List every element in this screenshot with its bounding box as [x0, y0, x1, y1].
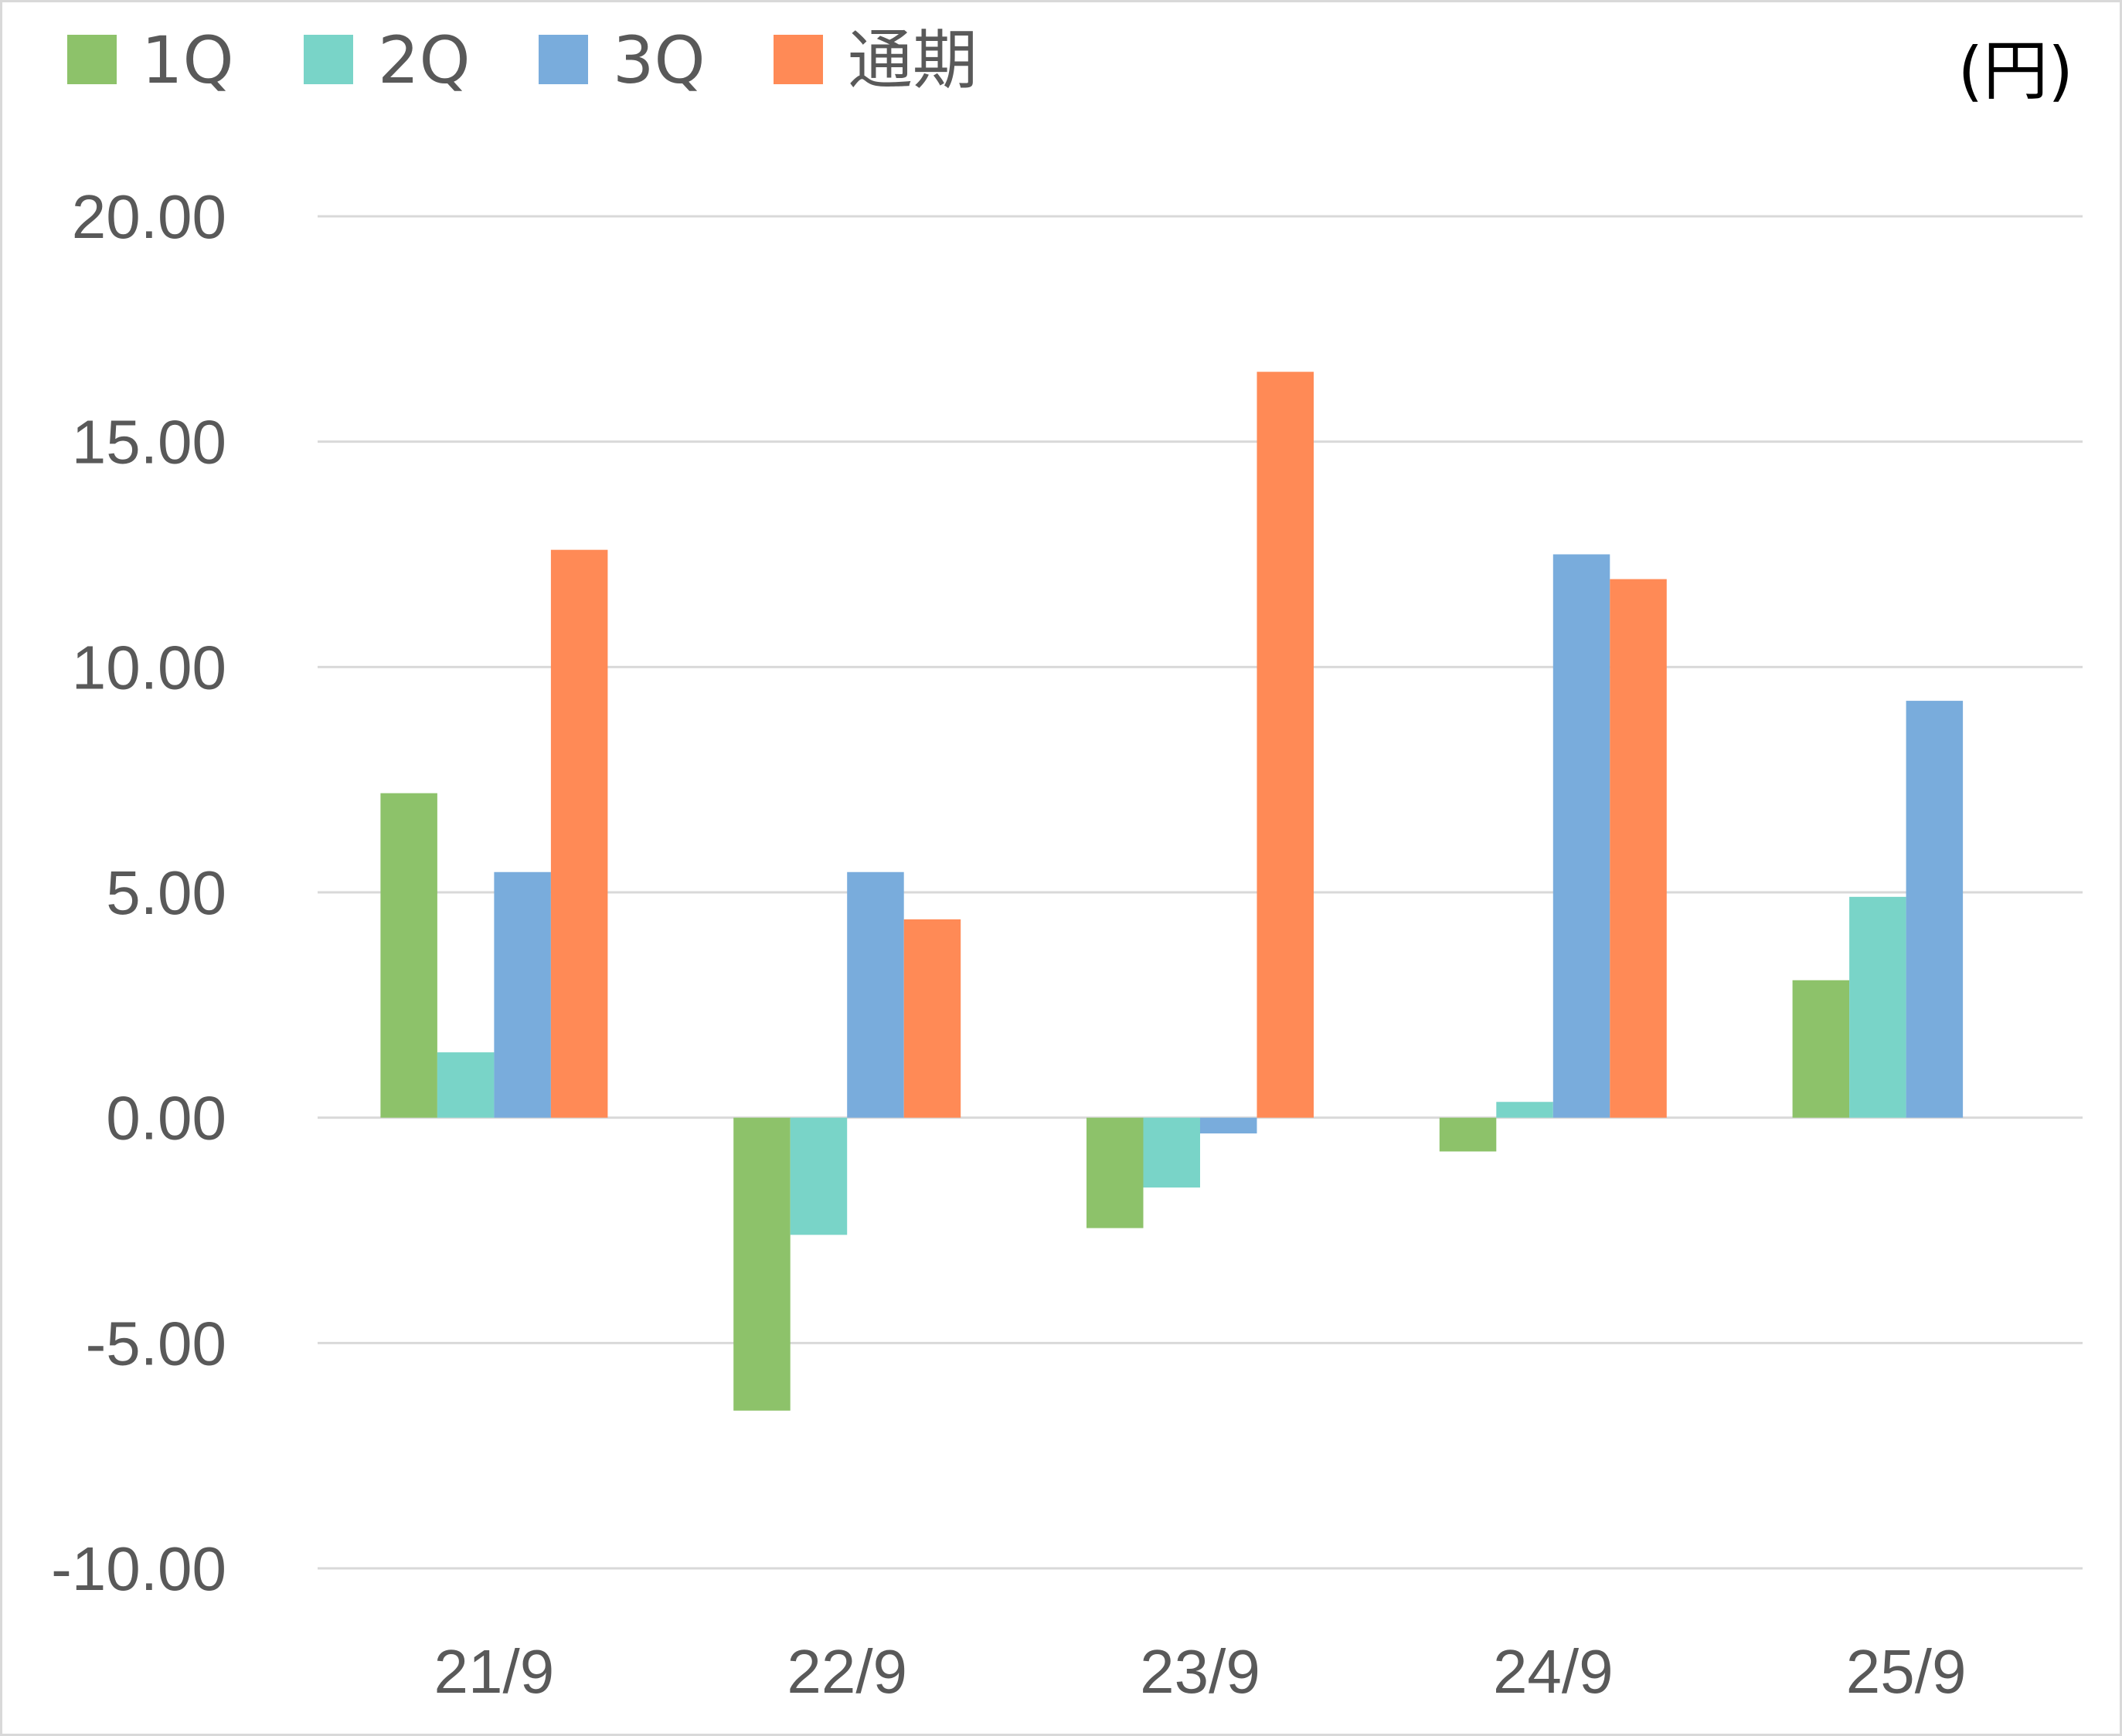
- bars: [380, 372, 1964, 1411]
- legend-label: 通期: [848, 22, 978, 98]
- bar-1Q-22/9: [733, 1117, 791, 1411]
- y-tick-label: 0.00: [106, 1084, 226, 1153]
- bar-1Q-21/9: [380, 793, 437, 1118]
- y-tick-label: 15.00: [72, 408, 226, 477]
- y-tick-label: -10.00: [51, 1534, 226, 1603]
- y-axis-tick-labels: 20.00 15.00 10.00 5.00 0.00 -5.00 -10.00: [51, 182, 226, 1603]
- legend-swatch-1Q: [67, 35, 117, 84]
- bar-通期-22/9: [903, 919, 961, 1118]
- legend: 1Q 2Q 3Q 通期: [67, 22, 978, 98]
- bar-通期-24/9: [1610, 579, 1667, 1118]
- y-tick-label: 5.00: [106, 858, 226, 927]
- x-tick-label: 21/9: [434, 1637, 555, 1706]
- bar-1Q-25/9: [1792, 980, 1850, 1118]
- bar-2Q-24/9: [1496, 1102, 1553, 1118]
- legend-label: 3Q: [613, 22, 706, 98]
- x-tick-label: 23/9: [1140, 1637, 1260, 1706]
- bar-2Q-25/9: [1849, 896, 1906, 1118]
- bar-3Q-23/9: [1200, 1117, 1257, 1134]
- bar-2Q-22/9: [790, 1117, 848, 1235]
- y-tick-label: 10.00: [72, 633, 226, 702]
- y-tick-label: -5.00: [86, 1309, 226, 1378]
- x-axis-tick-labels: 21/9 22/9 23/9 24/9 25/9: [434, 1637, 1967, 1706]
- legend-label: 1Q: [141, 22, 234, 98]
- bar-通期-23/9: [1257, 372, 1314, 1118]
- legend-swatch-2Q: [304, 35, 353, 84]
- y-tick-label: 20.00: [72, 182, 226, 251]
- legend-swatch-通期: [774, 35, 823, 84]
- unit-label: (円): [1957, 33, 2073, 109]
- bar-1Q-23/9: [1087, 1117, 1144, 1228]
- x-tick-label: 22/9: [787, 1637, 907, 1706]
- bar-通期-21/9: [550, 549, 608, 1118]
- bar-1Q-24/9: [1439, 1117, 1497, 1152]
- x-tick-label: 24/9: [1493, 1637, 1614, 1706]
- bar-3Q-25/9: [1906, 701, 1964, 1118]
- bar-3Q-24/9: [1552, 554, 1610, 1118]
- legend-swatch-3Q: [539, 35, 588, 84]
- bar-2Q-21/9: [437, 1052, 495, 1118]
- bar-2Q-23/9: [1143, 1117, 1200, 1188]
- legend-label: 2Q: [378, 22, 471, 98]
- bar-3Q-21/9: [494, 871, 551, 1118]
- bar-3Q-22/9: [847, 871, 904, 1118]
- x-tick-label: 25/9: [1846, 1637, 1967, 1706]
